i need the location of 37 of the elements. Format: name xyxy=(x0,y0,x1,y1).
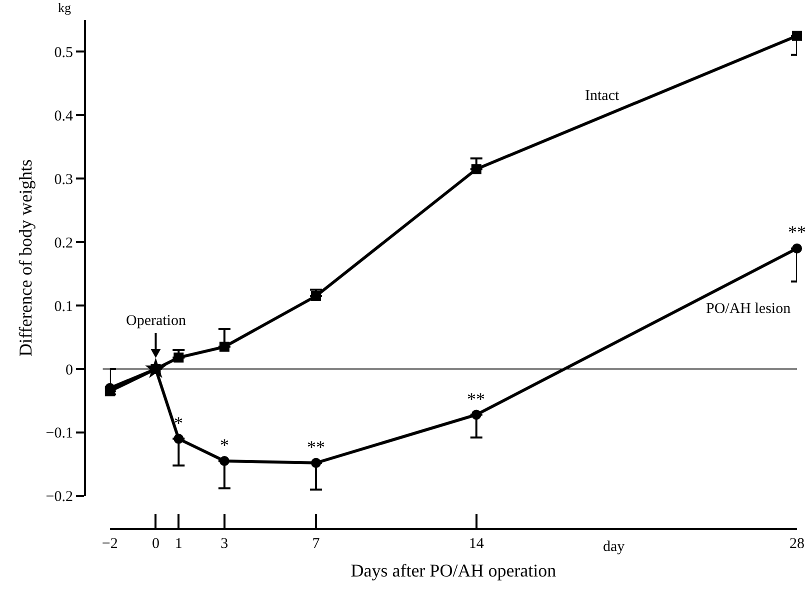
y-tick-label: 0.3 xyxy=(54,172,73,188)
y-tick-label: 0.4 xyxy=(54,108,74,124)
y-tick-label: 0.2 xyxy=(54,235,73,252)
point xyxy=(219,456,230,466)
point xyxy=(174,434,184,444)
point xyxy=(471,410,482,420)
point xyxy=(311,291,322,302)
x-tick-label: −2 xyxy=(102,536,118,552)
point xyxy=(311,458,322,468)
x-axis-title: Days after PO/AH operation xyxy=(350,560,556,581)
point xyxy=(792,30,802,41)
y-tick-label: 0.1 xyxy=(54,298,73,315)
series-label: PO/AH lesion xyxy=(706,301,792,317)
x-tick-label: 3 xyxy=(220,536,228,552)
y-tick-label: 0 xyxy=(66,362,73,378)
point xyxy=(792,243,802,254)
y-axis-title: Difference of body weights xyxy=(15,159,36,357)
y-tick-label: −0.1 xyxy=(46,426,73,442)
point xyxy=(174,352,184,363)
annotation: ** xyxy=(788,222,806,242)
annotation: * xyxy=(174,413,183,433)
x-tick-label: 14 xyxy=(468,536,484,552)
x-tick-label: 7 xyxy=(312,536,320,552)
point xyxy=(471,164,482,174)
x-tick-label: 0 xyxy=(152,536,160,552)
annotation: ** xyxy=(467,389,485,409)
series-label: Intact xyxy=(585,88,620,104)
y-tick-label: −0.2 xyxy=(46,489,73,506)
annotation: ** xyxy=(307,437,325,457)
y-tick-label: 0.5 xyxy=(54,44,73,61)
x-tick-label: 1 xyxy=(174,536,182,552)
annotation: Operation xyxy=(126,313,186,329)
point xyxy=(219,342,230,352)
text: kg xyxy=(58,0,72,15)
annotation: * xyxy=(220,435,229,455)
x-tick-label: 28 xyxy=(790,536,804,552)
text: day xyxy=(603,539,626,555)
